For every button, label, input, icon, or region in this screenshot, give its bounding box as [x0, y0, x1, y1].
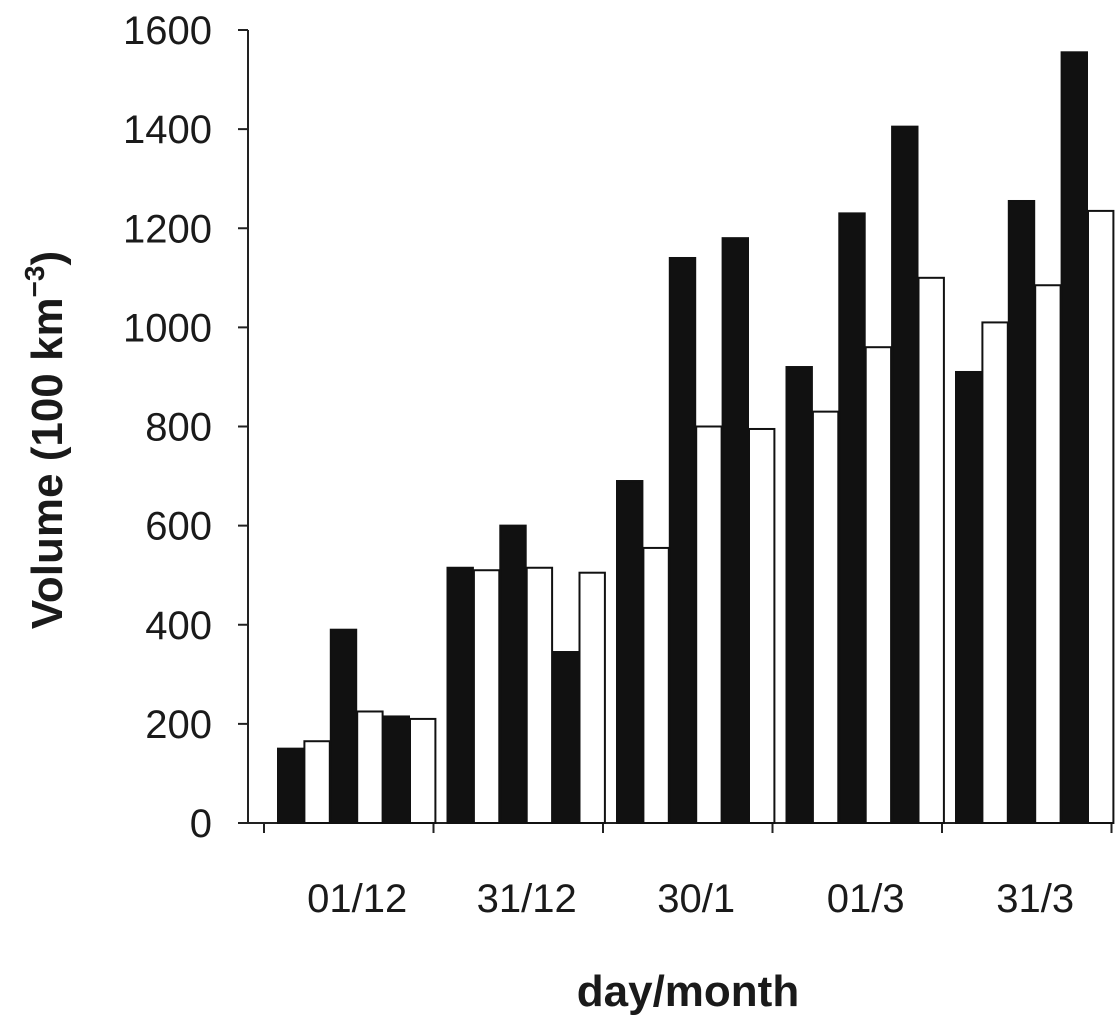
plot-area: 0 200 400 600 800 1000 1200 1400 1600 01/12 31/12 3…: [123, 9, 1115, 921]
bar: [382, 715, 411, 824]
bar: [668, 256, 697, 824]
x-tick-label: 31/3: [996, 877, 1074, 921]
x-tick-label: 01/12: [307, 877, 407, 921]
bar: [721, 237, 749, 825]
y-tick-label: 400: [145, 604, 212, 648]
x-tick-label: 01/3: [827, 877, 905, 921]
y-axis-label-suffix: ): [23, 251, 72, 266]
y-tick-label: 1600: [123, 9, 212, 53]
bar: [409, 717, 437, 825]
x-axis-label: day/month: [577, 967, 799, 1016]
y-tick-label: 600: [145, 505, 212, 549]
x-tick-label: 30/1: [657, 877, 735, 921]
bar: [499, 524, 527, 824]
bar: [838, 212, 866, 825]
bar: [472, 569, 501, 825]
bar: [642, 546, 670, 824]
y-tick-label: 800: [145, 406, 212, 450]
bar: [616, 480, 644, 824]
bar: [329, 628, 358, 824]
bar: [917, 276, 945, 824]
bar: [277, 747, 305, 824]
y-tick-label: 1000: [123, 306, 212, 350]
bar: [955, 370, 983, 824]
bar: [1060, 51, 1088, 825]
y-axis-label-superscript: −3: [19, 265, 50, 297]
y-axis-label-main: Volume (100 km: [23, 297, 72, 629]
bar: [1007, 199, 1036, 825]
bar: [446, 566, 474, 824]
bar: [578, 571, 606, 824]
bar: [525, 566, 554, 824]
bar: [356, 710, 384, 824]
y-tick-label: 1400: [123, 108, 212, 152]
bar: [981, 321, 1009, 824]
bar: [748, 427, 776, 824]
bar: [695, 425, 723, 824]
bar: [891, 125, 919, 825]
y-tick-label: 200: [145, 703, 212, 747]
bar: [552, 651, 580, 825]
bar: [864, 346, 893, 824]
y-tick-label: 1200: [123, 207, 212, 251]
y-axis-label: Volume (100 km−3): [19, 251, 72, 629]
bar: [303, 740, 331, 824]
y-tick-label: 0: [190, 802, 212, 846]
bar: [811, 410, 840, 824]
x-tick-label: 31/12: [477, 877, 577, 921]
bar: [785, 366, 813, 824]
bar: [1034, 284, 1062, 824]
bar: [1087, 209, 1115, 824]
